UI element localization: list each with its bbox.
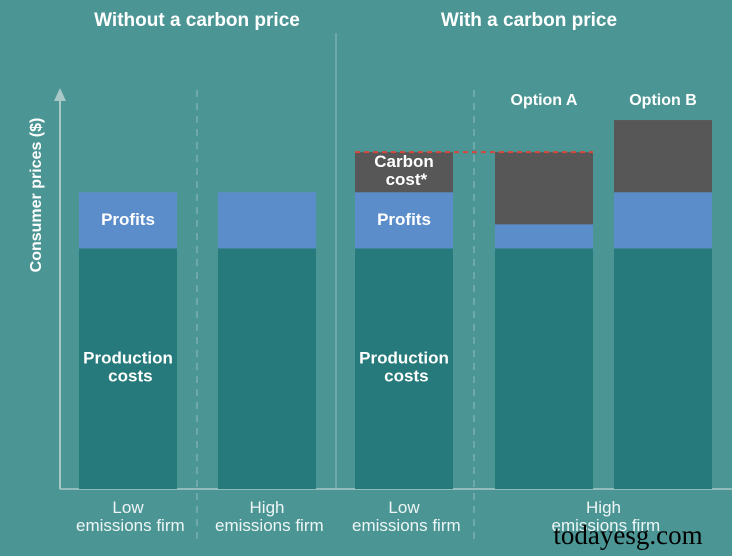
bar-segment [355, 152, 453, 193]
segment-label: Profits [101, 210, 155, 229]
segment-label: Production costs [83, 349, 173, 386]
bar-segment [614, 192, 712, 249]
segment-label: Profits [377, 210, 431, 229]
y-axis-arrow [54, 88, 66, 101]
watermark: todayesg.com [553, 520, 702, 550]
segment-label: Carbon cost* [374, 153, 434, 190]
bar-segment [355, 248, 453, 489]
panel-title: Without a carbon price [94, 10, 300, 31]
bar-segment [218, 192, 316, 249]
bar-segment [218, 248, 316, 489]
bar-segment [495, 152, 593, 225]
panel-title: With a carbon price [441, 10, 617, 31]
segment-label: Production costs [359, 349, 449, 386]
bar-title: Option A [511, 92, 578, 109]
y-axis-label: Consumer prices ($) [28, 118, 45, 273]
bar-segment [495, 224, 593, 249]
bar-segment [614, 120, 712, 193]
bar-segment [614, 248, 712, 489]
bar-segment [355, 192, 453, 249]
x-tick-label: High emissions firm [547, 498, 660, 535]
bar-segment [79, 248, 177, 489]
x-tick-label: Low emissions firm [347, 498, 460, 535]
bar-segment [79, 192, 177, 249]
bar-title: Option B [629, 92, 697, 109]
bar-segment [495, 248, 593, 489]
x-tick-label: Low emissions firm [71, 498, 184, 535]
x-tick-label: High emissions firm [210, 498, 323, 535]
